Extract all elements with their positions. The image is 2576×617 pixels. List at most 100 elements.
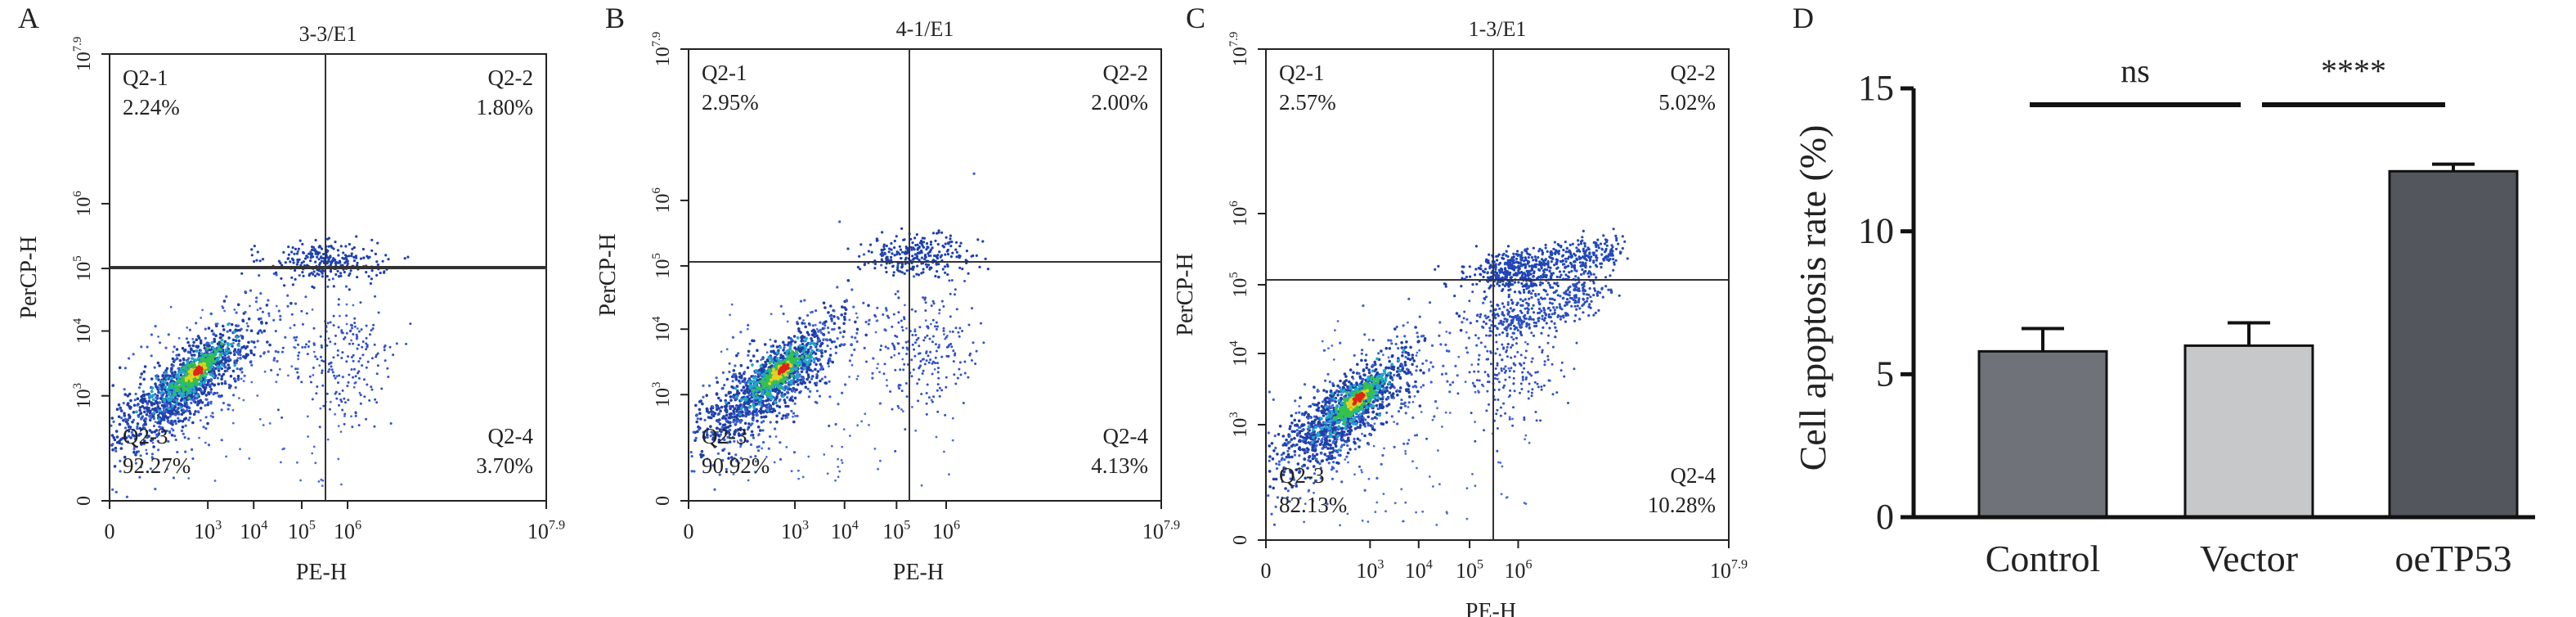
event-point: [345, 314, 348, 318]
event-point: [963, 360, 967, 363]
event-point: [326, 322, 330, 325]
event-point: [123, 414, 127, 417]
event-point: [329, 321, 332, 324]
event-point: [187, 357, 191, 360]
event-point: [123, 388, 126, 391]
event-point: [240, 272, 244, 275]
event-point: [356, 347, 359, 350]
event-point: [128, 426, 132, 429]
event-point: [778, 412, 781, 415]
event-point: [235, 311, 238, 314]
event-point: [756, 396, 760, 399]
event-point: [886, 384, 888, 387]
event-point: [781, 367, 785, 372]
event-point: [732, 395, 735, 399]
event-point: [151, 457, 155, 460]
event-point: [897, 352, 900, 355]
event-point: [931, 318, 935, 322]
event-point: [207, 444, 210, 447]
event-point: [963, 280, 967, 282]
event-point: [236, 362, 238, 365]
event-point: [301, 345, 304, 349]
event-point: [936, 362, 939, 365]
event-point: [165, 404, 168, 408]
event-point: [743, 408, 747, 412]
event-point: [183, 404, 186, 408]
event-point: [200, 317, 203, 319]
event-point: [375, 260, 379, 263]
event-point: [191, 337, 195, 340]
event-point: [236, 367, 239, 371]
event-point: [948, 241, 951, 244]
event-point: [252, 353, 256, 357]
event-point: [270, 368, 273, 372]
event-point: [820, 342, 824, 345]
y-tick-label: 104: [650, 316, 674, 342]
event-point: [934, 356, 937, 359]
event-point: [170, 434, 174, 437]
event-point: [895, 235, 898, 238]
event-point: [776, 377, 780, 381]
event-point: [856, 265, 859, 269]
event-point: [154, 399, 158, 403]
event-point: [904, 382, 908, 385]
event-point: [128, 357, 131, 360]
quadrant-q2-3: Q2-392.27%: [123, 424, 191, 478]
event-point: [918, 241, 922, 245]
event-point: [206, 421, 209, 426]
event-point: [169, 370, 173, 373]
event-point: [387, 376, 390, 378]
event-point: [792, 382, 796, 385]
event-point: [262, 424, 265, 426]
event-point: [940, 355, 944, 358]
event-point: [240, 377, 243, 381]
event-point: [219, 336, 222, 340]
event-point: [949, 342, 953, 345]
event-point: [312, 270, 316, 273]
event-point: [330, 368, 334, 372]
event-point: [172, 398, 175, 401]
event-point: [759, 394, 762, 399]
event-point: [836, 337, 839, 340]
event-point: [703, 418, 707, 421]
event-point: [842, 315, 846, 319]
event-point: [922, 358, 925, 361]
event-point: [767, 447, 770, 450]
event-point: [198, 436, 201, 439]
event-point: [783, 401, 787, 404]
event-point: [312, 255, 315, 259]
event-point: [1396, 393, 1399, 397]
event-point: [275, 304, 278, 308]
event-point: [169, 395, 173, 399]
event-point: [145, 448, 148, 452]
event-point: [905, 269, 909, 272]
event-point: [294, 247, 298, 250]
event-point: [946, 272, 949, 277]
event-point: [314, 260, 317, 263]
event-point: [787, 385, 791, 389]
event-point: [709, 425, 712, 428]
event-point: [160, 403, 164, 408]
event-point: [901, 358, 904, 361]
event-point: [944, 413, 947, 417]
event-point: [735, 354, 738, 358]
event-point: [843, 306, 846, 309]
event-point: [291, 283, 294, 286]
event-point: [125, 495, 128, 498]
event-point: [826, 362, 830, 365]
event-point: [924, 263, 927, 266]
event-point: [250, 340, 254, 343]
event-point: [765, 391, 769, 394]
event-point: [337, 457, 340, 461]
event-point: [784, 344, 788, 346]
event-point: [172, 420, 175, 424]
event-point: [900, 326, 904, 329]
event-point: [320, 259, 323, 263]
event-point: [804, 347, 807, 350]
event-point: [142, 439, 146, 443]
event-point: [832, 315, 836, 318]
event-point: [950, 345, 954, 349]
event-point: [826, 472, 829, 475]
event-point: [267, 312, 271, 315]
event-point: [801, 355, 804, 359]
